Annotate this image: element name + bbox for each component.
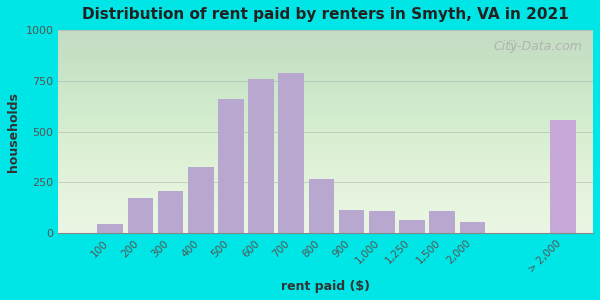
X-axis label: rent paid ($): rent paid ($) <box>281 280 370 293</box>
Bar <box>278 73 304 233</box>
Bar <box>97 224 123 233</box>
Bar <box>550 121 576 233</box>
Bar <box>399 220 425 233</box>
Title: Distribution of rent paid by renters in Smyth, VA in 2021: Distribution of rent paid by renters in … <box>82 7 569 22</box>
Bar <box>460 222 485 233</box>
Text: 🌐: 🌐 <box>509 40 515 50</box>
Bar <box>339 210 364 233</box>
Bar <box>248 79 274 233</box>
Bar <box>369 211 395 233</box>
Bar <box>308 179 334 233</box>
Text: City-Data.com: City-Data.com <box>493 40 583 53</box>
Bar <box>188 167 214 233</box>
Bar <box>218 99 244 233</box>
Y-axis label: households: households <box>7 92 20 172</box>
Bar <box>158 190 184 233</box>
Bar <box>430 211 455 233</box>
Bar <box>128 198 153 233</box>
